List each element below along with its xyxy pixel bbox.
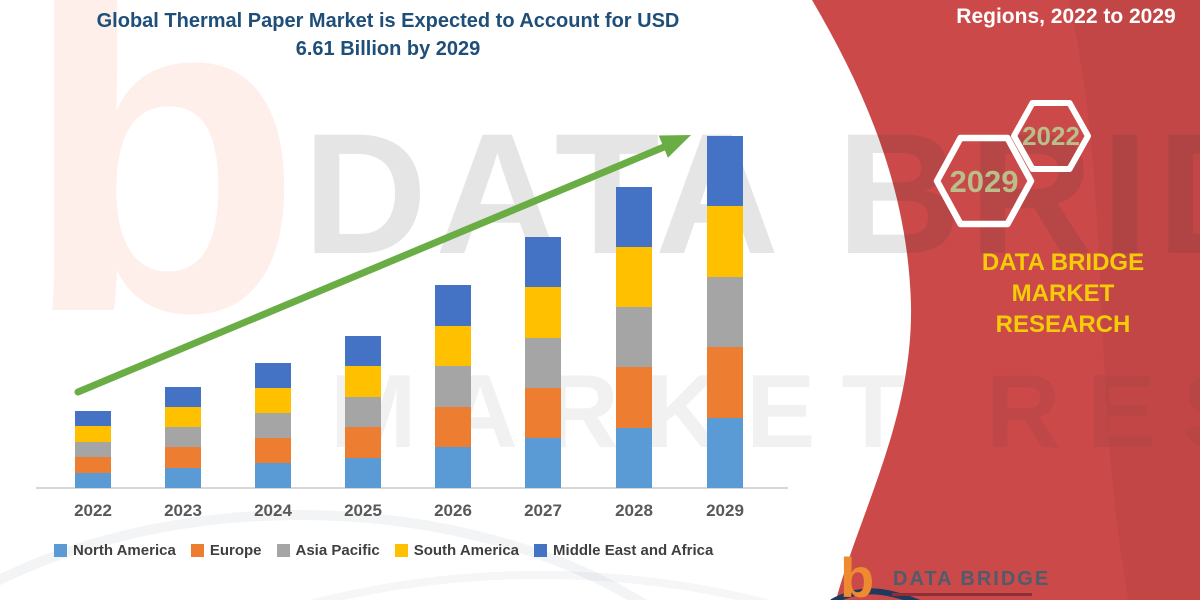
panel-brand: DATA BRIDGE MARKET RESEARCH xyxy=(930,247,1196,340)
bar-segment-europe xyxy=(707,347,743,418)
bar-segment-north-america xyxy=(525,437,561,488)
bar-segment-north-america xyxy=(75,472,111,488)
bar-segment-europe xyxy=(75,457,111,473)
bar-segment-south-america xyxy=(435,325,471,367)
legend-item-europe: Europe xyxy=(190,542,262,559)
legend-swatch xyxy=(534,544,548,557)
legend-label: Asia Pacific xyxy=(295,542,380,559)
bar-segment-europe xyxy=(255,437,291,463)
bar-segment-middle-east-and-africa xyxy=(255,362,291,388)
legend-label: North America xyxy=(73,542,176,559)
legend-item-middle-east-and-africa: Middle East and Africa xyxy=(534,542,713,559)
bar-segment-asia-pacific xyxy=(75,441,111,458)
chart-title: Global Thermal Paper Market is Expected … xyxy=(58,7,718,63)
panel-brand-line2: RESEARCH xyxy=(995,311,1131,338)
legend-swatch xyxy=(190,544,204,557)
bar-segment-south-america xyxy=(345,366,381,397)
bar-segment-asia-pacific xyxy=(255,412,291,438)
x-axis-line xyxy=(36,487,788,489)
chart-title-line2: 6.61 Billion by 2029 xyxy=(295,38,481,60)
bar-segment-north-america xyxy=(616,427,652,488)
bar-segment-north-america xyxy=(707,417,743,488)
bar-segment-asia-pacific xyxy=(707,276,743,348)
x-axis-label-2022: 2022 xyxy=(74,501,112,520)
legend-label: Europe xyxy=(209,542,262,559)
bar-segment-south-america xyxy=(707,206,743,277)
panel-heading: Regions, 2022 to 2029 xyxy=(956,5,1176,28)
legend-item-north-america: North America xyxy=(54,542,176,559)
bar-segment-south-america xyxy=(525,287,561,338)
bar-segment-south-america xyxy=(165,406,201,428)
bar-segment-europe xyxy=(345,427,381,458)
bar-segment-asia-pacific xyxy=(165,427,201,448)
bar-segment-asia-pacific xyxy=(345,396,381,428)
bar-segment-europe xyxy=(616,367,652,428)
logo-brand-name: DATA BRIDGE xyxy=(893,568,1051,590)
logo-underline xyxy=(892,593,1032,596)
x-axis-label-2025: 2025 xyxy=(344,501,382,520)
x-axis-label-2029: 2029 xyxy=(706,501,744,520)
bar-segment-middle-east-and-africa xyxy=(616,186,652,247)
bar-segment-europe xyxy=(525,387,561,438)
bar-segment-north-america xyxy=(165,467,201,488)
legend-swatch xyxy=(54,544,67,557)
bar-segment-north-america xyxy=(345,457,381,488)
legend-label: Middle East and Africa xyxy=(553,542,714,559)
bar-segment-south-america xyxy=(616,246,652,308)
bar-segment-europe xyxy=(435,406,471,448)
x-axis-label-2024: 2024 xyxy=(254,501,292,520)
legend-item-south-america: South America xyxy=(394,542,520,559)
x-axis-label-2023: 2023 xyxy=(164,501,202,520)
bar-segment-south-america xyxy=(75,426,111,442)
company-logo: b DATA BRIDGE MARKET RESEARCH xyxy=(830,550,1090,600)
bar-segment-europe xyxy=(165,447,201,468)
legend: North America Europe Asia Pacific South Ame… xyxy=(54,542,713,559)
bar-segment-middle-east-and-africa xyxy=(525,237,561,288)
bar-segment-asia-pacific xyxy=(616,307,652,368)
x-axis-label-2027: 2027 xyxy=(524,501,562,520)
legend-item-asia-pacific: Asia Pacific xyxy=(276,542,380,559)
x-axis-label-2028: 2028 xyxy=(615,501,653,520)
bar-segment-middle-east-and-africa xyxy=(435,285,471,326)
legend-label: South America xyxy=(413,542,520,559)
bar-segment-south-america xyxy=(255,387,291,413)
bar-segment-north-america xyxy=(255,462,291,488)
x-axis-label-2026: 2026 xyxy=(434,501,472,520)
bar-segment-middle-east-and-africa xyxy=(345,336,381,367)
panel-brand-line1: DATA BRIDGE MARKET xyxy=(981,249,1145,307)
bar-segment-middle-east-and-africa xyxy=(165,386,201,407)
logo-b-glyph: b xyxy=(840,546,875,600)
bar-segment-middle-east-and-africa xyxy=(75,410,111,427)
chart-title-line1: Global Thermal Paper Market is Expected … xyxy=(96,10,680,32)
bar-segment-north-america xyxy=(435,447,471,488)
bar-segment-middle-east-and-africa xyxy=(707,136,743,207)
bar-segment-asia-pacific xyxy=(435,366,471,407)
bar-segment-asia-pacific xyxy=(525,337,561,388)
legend-swatch xyxy=(276,544,290,557)
legend-swatch xyxy=(394,544,408,557)
